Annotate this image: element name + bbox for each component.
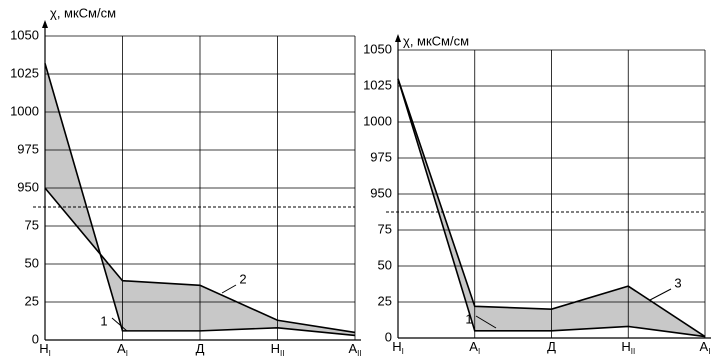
y-tick-label: 50 <box>378 257 392 272</box>
y-tick-label: 75 <box>25 217 39 232</box>
leader-line <box>221 284 237 294</box>
leader-line <box>475 315 497 329</box>
y-tick-label: 25 <box>378 293 392 308</box>
y-tick-label: 950 <box>370 185 392 200</box>
series-label: 3 <box>674 275 681 290</box>
category: А <box>348 341 357 356</box>
x-tick-label: АI <box>700 339 711 356</box>
y-tick-label: 975 <box>370 149 392 164</box>
category-subscript: II <box>631 347 635 356</box>
x-tick-label: НI <box>392 339 404 356</box>
category: Д <box>547 339 556 354</box>
y-tick-label: 1050 <box>363 41 392 56</box>
y-tick-label: 1050 <box>10 27 39 42</box>
category-subscript: I <box>478 347 480 356</box>
y-axis-label: χ, мкСм/см <box>403 33 469 48</box>
y-axis-label: χ, мкСм/см <box>50 5 116 20</box>
series-label: 1 <box>100 313 107 328</box>
series-label: 1 <box>465 311 472 326</box>
category-subscript: I <box>126 349 128 358</box>
leader-line <box>649 288 672 301</box>
y-tick-label: 0 <box>385 329 392 344</box>
x-tick-label: Д <box>196 341 205 356</box>
category: Н <box>39 341 48 356</box>
series-label: 2 <box>239 271 246 286</box>
category-subscript: I <box>49 349 51 358</box>
category: Н <box>271 341 280 356</box>
category-subscript: I <box>708 347 710 356</box>
category: А <box>469 339 478 354</box>
y-tick-label: 1000 <box>363 113 392 128</box>
y-tick-label: 25 <box>25 293 39 308</box>
y-tick-label: 1000 <box>10 103 39 118</box>
category: А <box>117 341 126 356</box>
leader-line <box>111 317 128 332</box>
x-tick-label: НI <box>39 341 51 358</box>
y-tick-label: 950 <box>17 179 39 194</box>
x-tick-label: НII <box>271 341 285 358</box>
category: Д <box>196 341 205 356</box>
y-tick-label: 75 <box>378 221 392 236</box>
series-line <box>44 187 356 334</box>
series-line <box>397 78 706 338</box>
y-tick-label: 1025 <box>363 77 392 92</box>
category-subscript: II <box>357 349 361 358</box>
x-tick-label: Д <box>547 339 556 354</box>
x-tick-label: АI <box>469 339 480 356</box>
category: А <box>700 339 709 354</box>
category: Н <box>392 339 401 354</box>
y-tick-label: 50 <box>25 255 39 270</box>
x-tick-label: АII <box>348 341 361 358</box>
y-tick-label: 1025 <box>10 65 39 80</box>
y-tick-label: 0 <box>32 331 39 346</box>
category-subscript: I <box>402 347 404 356</box>
category-subscript: II <box>280 349 284 358</box>
x-tick-label: АI <box>117 341 128 358</box>
y-tick-label: 975 <box>17 141 39 156</box>
series-line <box>44 63 356 337</box>
category: Н <box>621 339 630 354</box>
y-axis-arrow <box>42 20 48 28</box>
x-tick-label: НII <box>621 339 635 356</box>
y-axis-arrow <box>395 34 401 42</box>
series-line <box>397 78 706 338</box>
